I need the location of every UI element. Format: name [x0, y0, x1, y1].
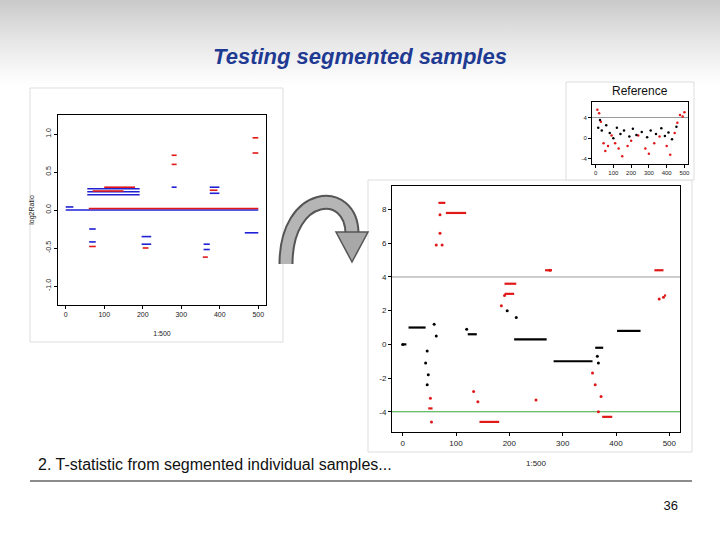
- svg-text:200: 200: [626, 170, 637, 176]
- svg-text:0: 0: [382, 340, 387, 349]
- svg-text:500: 500: [252, 311, 264, 318]
- svg-text:0.0: 0.0: [45, 204, 52, 214]
- svg-text:1:500: 1:500: [526, 459, 547, 468]
- svg-text:100: 100: [449, 439, 463, 448]
- svg-text:400: 400: [662, 170, 673, 176]
- html-text:2. T-statistic from segmented: 2. T-statistic from segmented individual…: [38, 456, 392, 473]
- svg-text:-4: -4: [379, 408, 387, 417]
- svg-text:1.0: 1.0: [45, 128, 52, 138]
- svg-text:2: 2: [382, 306, 387, 315]
- svg-text:-2: -2: [379, 374, 387, 383]
- svg-text:6: 6: [382, 239, 387, 248]
- svg-text:Reference: Reference: [612, 84, 668, 98]
- svg-text:300: 300: [644, 170, 655, 176]
- html-text:36: 36: [663, 498, 678, 513]
- svg-text:300: 300: [556, 439, 570, 448]
- svg-text:0.5: 0.5: [45, 166, 52, 176]
- svg-text:4: 4: [382, 273, 387, 282]
- html-text:Testing segmented samples: Testing segmented samples: [213, 44, 507, 69]
- svg-text:-1.0: -1.0: [45, 279, 52, 291]
- svg-text:1:500: 1:500: [153, 330, 171, 337]
- svg-text:0: 0: [64, 311, 68, 318]
- svg-text:4: 4: [583, 115, 587, 121]
- svg-text:200: 200: [137, 311, 149, 318]
- svg-text:200: 200: [503, 439, 517, 448]
- svg-text:300: 300: [175, 311, 187, 318]
- svg-text:0: 0: [583, 135, 587, 141]
- svg-text:log2Ratio: log2Ratio: [28, 195, 36, 225]
- svg-text:8: 8: [382, 205, 387, 214]
- svg-text:400: 400: [609, 439, 623, 448]
- svg-text:0: 0: [594, 170, 598, 176]
- svg-text:100: 100: [98, 311, 110, 318]
- svg-text:-4: -4: [581, 156, 587, 162]
- svg-text:0: 0: [400, 439, 405, 448]
- svg-text:-0.5: -0.5: [45, 241, 52, 253]
- svg-text:500: 500: [679, 170, 690, 176]
- svg-text:100: 100: [608, 170, 619, 176]
- svg-text:400: 400: [214, 311, 226, 318]
- svg-text:500: 500: [663, 439, 677, 448]
